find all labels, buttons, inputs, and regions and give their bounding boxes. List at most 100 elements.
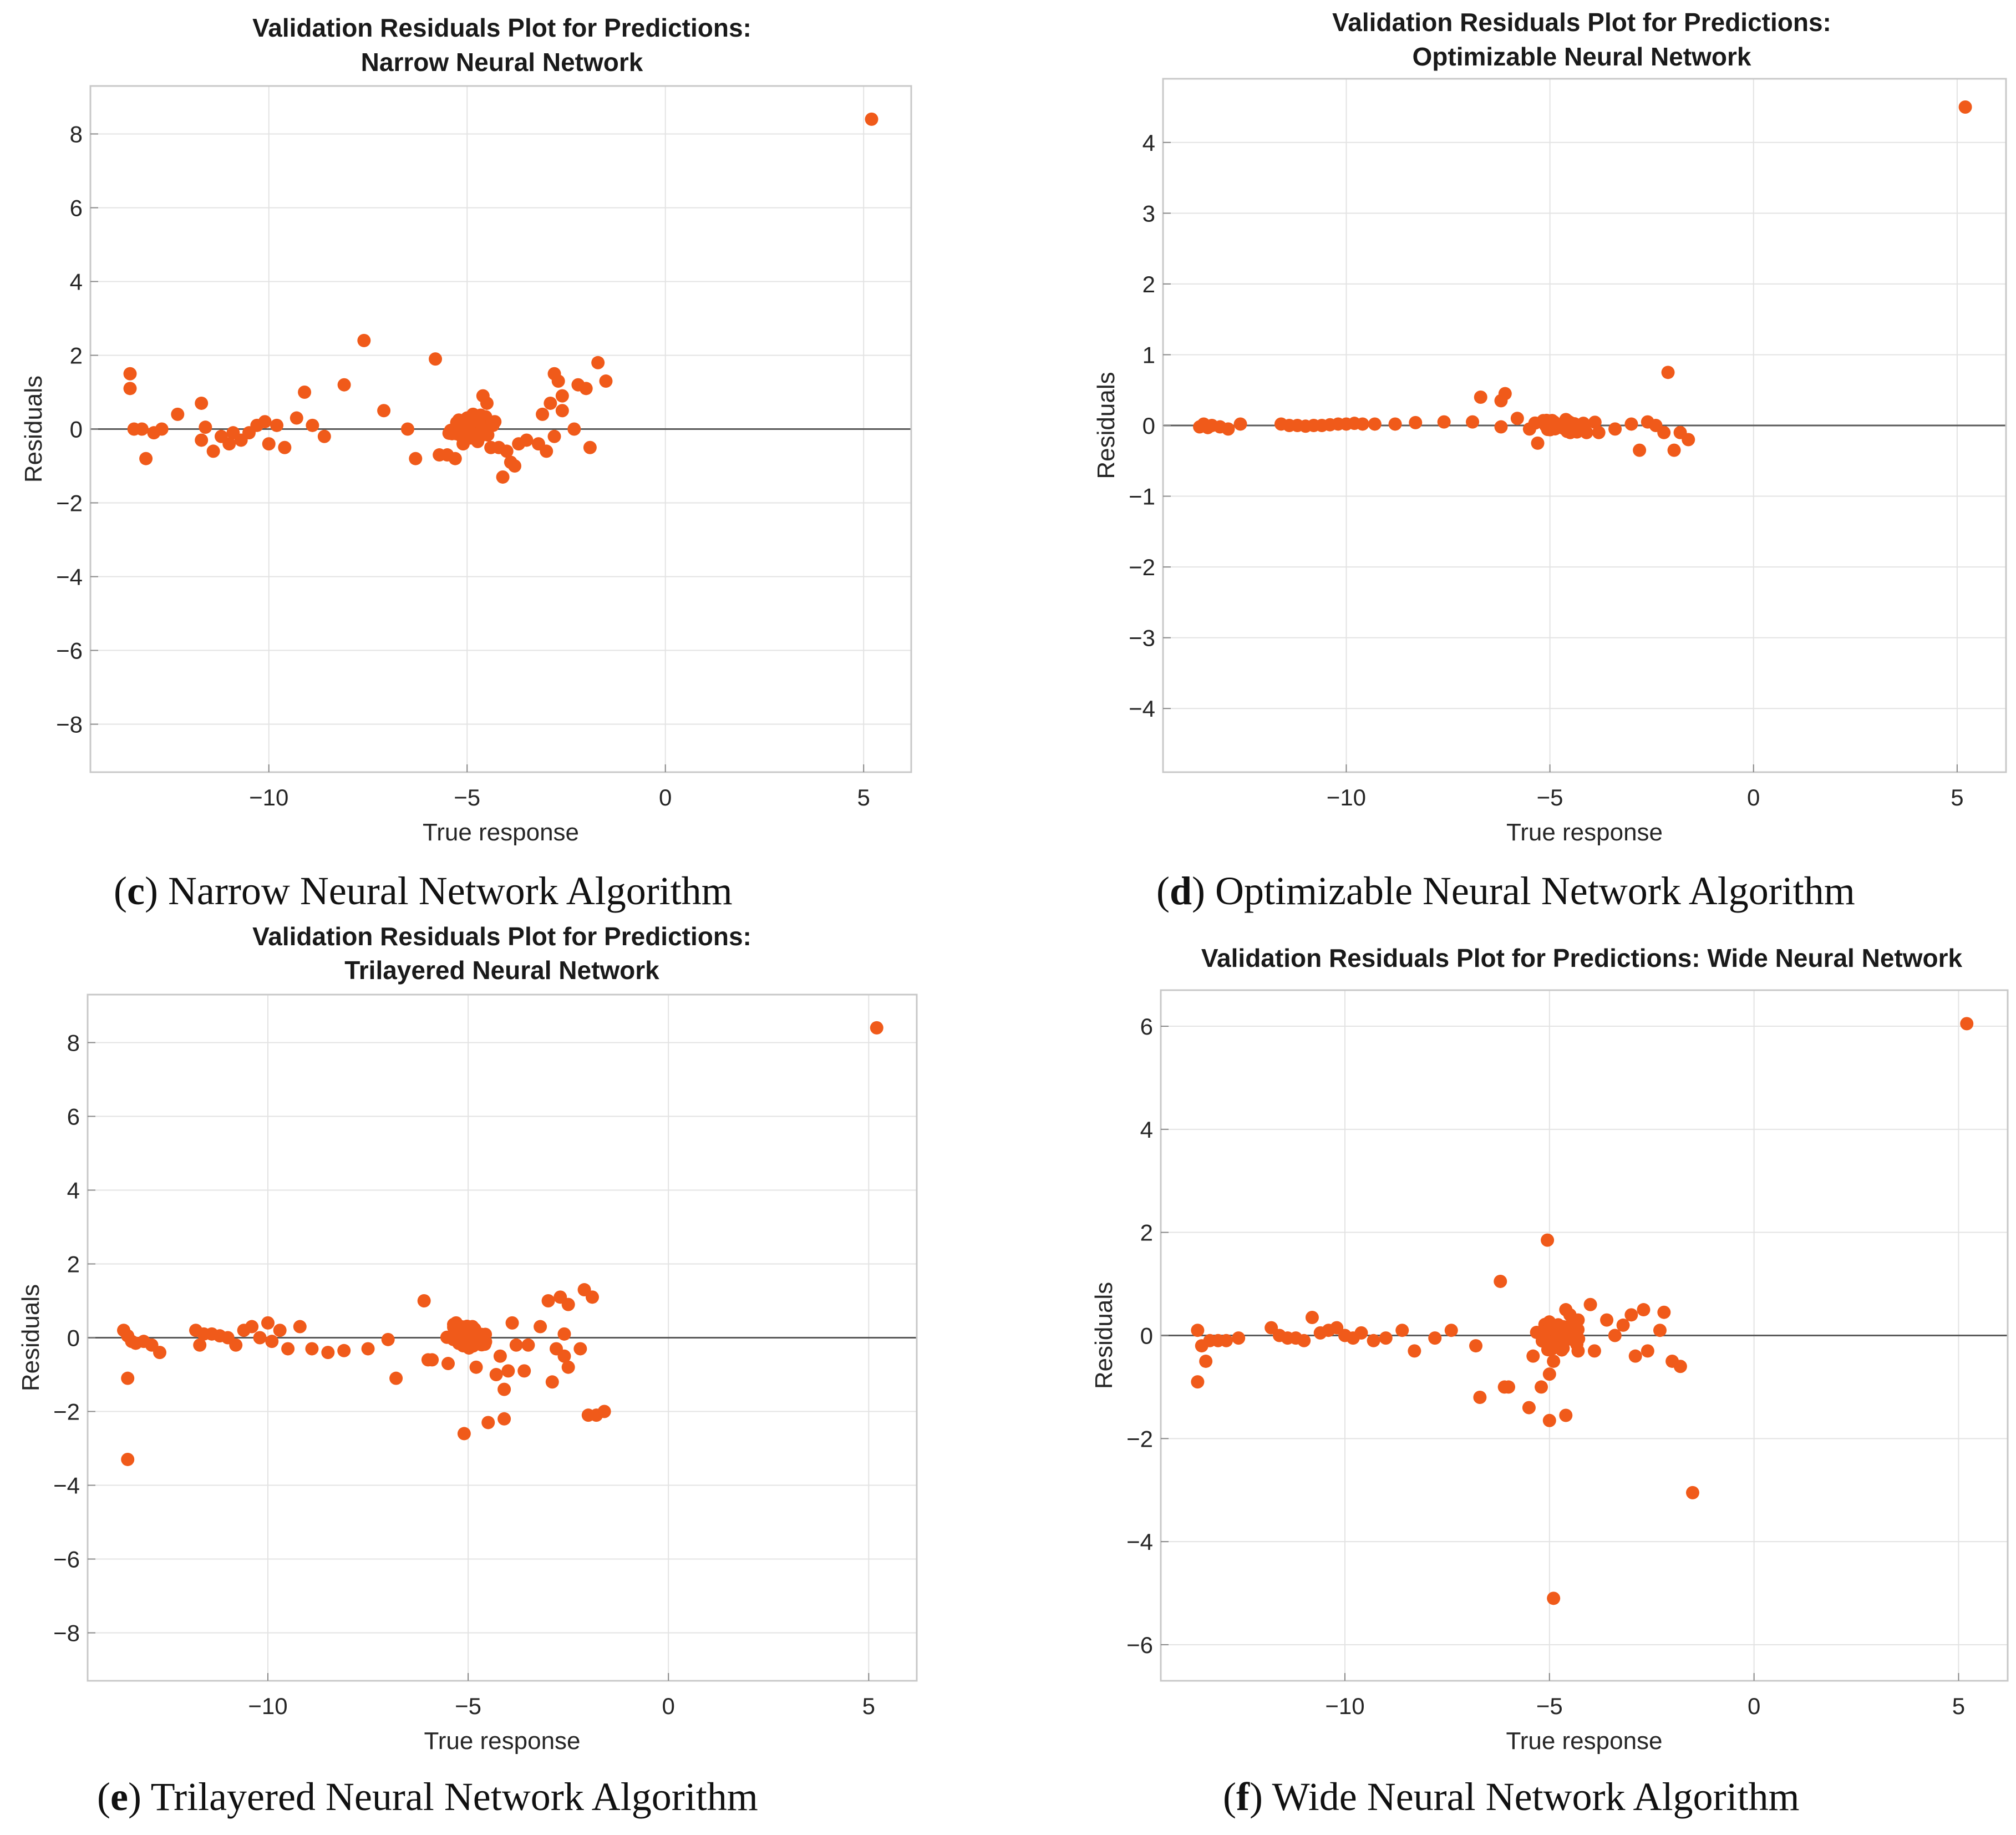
- data-point: [199, 420, 212, 434]
- data-point: [123, 367, 137, 381]
- data-point: [1633, 443, 1647, 457]
- data-point: [1233, 417, 1247, 431]
- data-point: [1395, 1324, 1409, 1337]
- data-point: [281, 1342, 295, 1356]
- data-point: [579, 382, 593, 396]
- data-point: [561, 1360, 575, 1374]
- data-point: [551, 374, 565, 388]
- data-point: [1526, 1349, 1540, 1363]
- data-point: [1510, 412, 1524, 425]
- data-point: [389, 1371, 403, 1385]
- residuals-chart-narrow: Validation Residuals Plot for Prediction…: [20, 13, 912, 846]
- cluster-point: [1556, 1341, 1570, 1355]
- data-point: [400, 422, 414, 436]
- data-point: [496, 470, 510, 484]
- x-tick-label: 0: [1747, 784, 1760, 810]
- data-point: [1682, 433, 1695, 447]
- x-tick-label: −10: [249, 784, 288, 810]
- caption-letter: c: [126, 869, 145, 913]
- chart-title-line: Narrow Neural Network: [361, 48, 643, 77]
- data-point: [1641, 1344, 1654, 1358]
- data-point: [1367, 1334, 1380, 1347]
- y-tick-label: 4: [1142, 130, 1155, 156]
- data-point: [409, 452, 423, 465]
- data-point: [1661, 366, 1675, 379]
- data-point: [1232, 1331, 1246, 1345]
- y-tick-label: 2: [70, 342, 83, 368]
- data-point: [1653, 1324, 1667, 1337]
- data-point: [1474, 390, 1487, 404]
- data-point: [583, 440, 597, 454]
- data-point: [547, 429, 561, 443]
- data-point: [544, 396, 557, 410]
- data-point: [262, 437, 276, 451]
- caption-letter: e: [110, 1775, 128, 1819]
- data-point: [1305, 1310, 1319, 1324]
- x-tick-label: 5: [862, 1693, 875, 1719]
- data-point: [1297, 1334, 1311, 1347]
- data-point: [573, 1342, 587, 1356]
- data-point: [448, 452, 462, 465]
- data-point: [1379, 1331, 1393, 1345]
- data-point: [425, 1353, 439, 1367]
- data-point: [1191, 1324, 1205, 1337]
- data-point: [293, 1320, 307, 1334]
- y-axis-label: Residuals: [17, 1284, 44, 1391]
- data-point: [1628, 1349, 1642, 1363]
- cluster-point: [456, 1339, 470, 1353]
- cluster-point: [453, 1329, 466, 1342]
- data-point: [278, 440, 292, 454]
- data-point: [317, 429, 331, 443]
- data-point: [501, 1364, 515, 1378]
- data-point: [1409, 415, 1423, 429]
- data-point: [457, 1427, 471, 1441]
- data-point: [1191, 1375, 1205, 1389]
- data-point: [1444, 1324, 1458, 1337]
- data-point: [1667, 443, 1681, 457]
- y-tick-label: 8: [67, 1030, 80, 1056]
- x-tick-label: −10: [1325, 1693, 1364, 1719]
- cluster-point: [1538, 1325, 1552, 1339]
- data-point: [1563, 425, 1577, 439]
- data-point: [1600, 1313, 1614, 1327]
- y-tick-label: 4: [70, 268, 83, 295]
- data-point: [586, 1290, 599, 1304]
- data-point: [500, 444, 514, 458]
- data-point: [520, 433, 534, 447]
- data-point: [1542, 1413, 1556, 1427]
- cluster-point: [1545, 1336, 1559, 1350]
- x-tick-label: 5: [1952, 1693, 1965, 1719]
- data-point: [171, 407, 185, 421]
- data-point: [1608, 422, 1622, 436]
- y-tick-label: −4: [1126, 1529, 1153, 1555]
- x-tick-label: −5: [1536, 1693, 1563, 1719]
- data-point: [245, 1320, 259, 1334]
- data-point: [195, 396, 209, 410]
- x-tick-label: 0: [659, 784, 672, 810]
- chart-title-line: Validation Residuals Plot for Prediction…: [1201, 944, 1963, 972]
- data-point: [1355, 417, 1369, 431]
- x-tick-label: −5: [455, 1693, 481, 1719]
- data-point: [561, 1297, 575, 1311]
- y-tick-label: −2: [56, 490, 83, 516]
- data-point: [505, 1316, 519, 1330]
- data-point: [472, 415, 486, 429]
- data-point: [357, 333, 371, 347]
- data-point: [521, 1338, 535, 1352]
- data-point: [509, 1338, 523, 1352]
- data-point: [1571, 1344, 1585, 1358]
- data-point: [480, 396, 494, 410]
- data-point: [1473, 1390, 1487, 1404]
- data-point: [493, 1349, 507, 1363]
- chart-title-line: Validation Residuals Plot for Prediction…: [252, 922, 751, 951]
- data-point: [489, 1368, 503, 1382]
- data-point: [321, 1346, 335, 1360]
- cluster-point: [1588, 415, 1602, 429]
- data-point: [534, 1320, 547, 1334]
- data-point: [1494, 1274, 1507, 1288]
- data-point: [1522, 422, 1536, 436]
- data-point: [1960, 1017, 1974, 1031]
- caption-text: Optimizable Neural Network Algorithm: [1215, 869, 1855, 913]
- data-point: [273, 1324, 287, 1337]
- y-tick-label: 4: [67, 1177, 80, 1203]
